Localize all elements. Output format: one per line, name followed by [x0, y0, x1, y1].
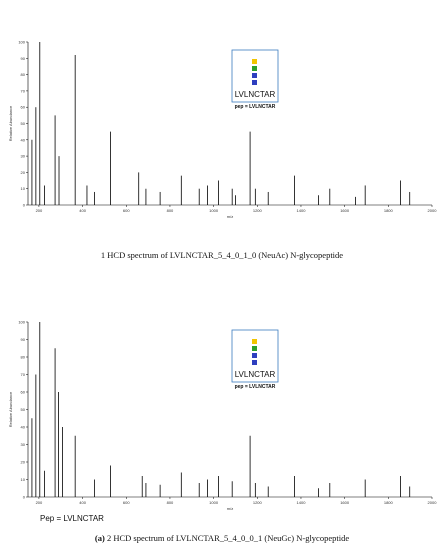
glycan-unit: [252, 66, 257, 71]
y-tick-label: 60: [21, 105, 26, 110]
x-tick-label: 1000: [209, 208, 219, 213]
footer-note: Pep = LVLNCTAR: [40, 514, 104, 523]
x-tick-label: 400: [79, 208, 86, 213]
y-tick-label: 40: [21, 425, 26, 430]
x-tick-label: 600: [123, 500, 130, 505]
x-tick-label: 200: [36, 208, 43, 213]
y-axis-label: Relative Abundance: [8, 105, 13, 141]
x-axis-label: m/z: [227, 214, 233, 219]
caption-text: 2 HCD spectrum of LVLNCTAR_5_4_0_0_1 (Ne…: [107, 533, 349, 543]
y-tick-label: 80: [21, 72, 26, 77]
x-tick-label: 400: [79, 500, 86, 505]
glycan-unit: [252, 80, 257, 85]
x-tick-label: 2000: [428, 208, 438, 213]
y-tick-label: 40: [21, 137, 26, 142]
glycan-note: pep = LVLNCTAR: [235, 104, 276, 110]
x-tick-label: 600: [123, 208, 130, 213]
y-tick-label: 100: [18, 320, 25, 325]
y-tick-label: 90: [21, 56, 26, 61]
y-tick-label: 50: [21, 121, 26, 126]
y-axis-label: Relative Abundance: [8, 391, 13, 427]
caption-tag: (a): [95, 533, 105, 543]
x-tick-label: 1000: [209, 500, 219, 505]
y-tick-label: 80: [21, 355, 26, 360]
caption: (a) 2 HCD spectrum of LVLNCTAR_5_4_0_0_1…: [95, 533, 349, 543]
y-tick-label: 70: [21, 88, 26, 93]
glycan-note: pep = LVLNCTAR: [235, 384, 276, 390]
caption-text: 1 HCD spectrum of LVLNCTAR_5_4_0_1_0 (Ne…: [101, 250, 343, 260]
glycan-peptide: LVLNCTAR: [235, 90, 276, 99]
y-tick-label: 20: [21, 170, 26, 175]
y-tick-label: 50: [21, 407, 26, 412]
y-tick-label: 0: [23, 495, 26, 500]
y-tick-label: 100: [18, 40, 25, 45]
x-tick-label: 1400: [297, 500, 307, 505]
x-tick-label: 1800: [384, 500, 394, 505]
x-tick-label: 1600: [340, 500, 350, 505]
x-tick-label: 1800: [384, 208, 394, 213]
x-tick-label: 1200: [253, 208, 263, 213]
glycan-unit: [252, 59, 257, 64]
x-tick-label: 2000: [428, 500, 438, 505]
x-tick-label: 1400: [297, 208, 307, 213]
y-tick-label: 70: [21, 372, 26, 377]
caption: 1 HCD spectrum of LVLNCTAR_5_4_0_1_0 (Ne…: [101, 250, 343, 260]
x-tick-label: 1200: [253, 500, 263, 505]
x-tick-label: 800: [167, 500, 174, 505]
x-tick-label: 1600: [340, 208, 350, 213]
y-tick-label: 20: [21, 460, 26, 465]
glycan-peptide: LVLNCTAR: [235, 370, 276, 379]
x-tick-label: 200: [36, 500, 43, 505]
x-tick-label: 800: [167, 208, 174, 213]
y-tick-label: 90: [21, 337, 26, 342]
y-tick-label: 0: [23, 203, 26, 208]
glycan-unit: [252, 346, 257, 351]
y-tick-label: 30: [21, 154, 26, 159]
y-tick-label: 10: [21, 186, 26, 191]
glycan-unit: [252, 360, 257, 365]
y-tick-label: 60: [21, 390, 26, 395]
y-tick-label: 30: [21, 442, 26, 447]
y-tick-label: 10: [21, 477, 26, 482]
x-axis-label: m/z: [227, 506, 233, 511]
glycan-unit: [252, 73, 257, 78]
glycan-unit: [252, 339, 257, 344]
glycan-unit: [252, 353, 257, 358]
